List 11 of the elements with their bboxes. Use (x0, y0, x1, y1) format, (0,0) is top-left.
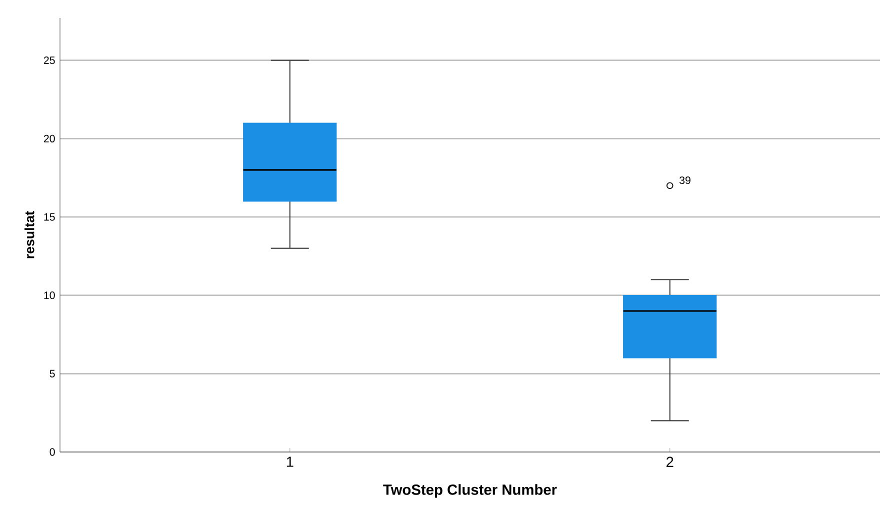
y-tick-label: 10 (44, 292, 55, 300)
x-tick-label: 2 (666, 456, 674, 467)
y-tick-label: 20 (44, 134, 55, 142)
annotation: 39 (679, 176, 690, 184)
y-tick-label: 15 (44, 213, 55, 221)
x-axis-title: TwoStep Cluster Number (383, 484, 557, 498)
y-axis-title: resultat (24, 211, 34, 258)
y-tick-label: 5 (50, 370, 55, 378)
y-tick-label: 0 (50, 448, 55, 456)
x-tick-label: 1 (286, 456, 294, 467)
y-tick-label: 25 (44, 56, 55, 64)
